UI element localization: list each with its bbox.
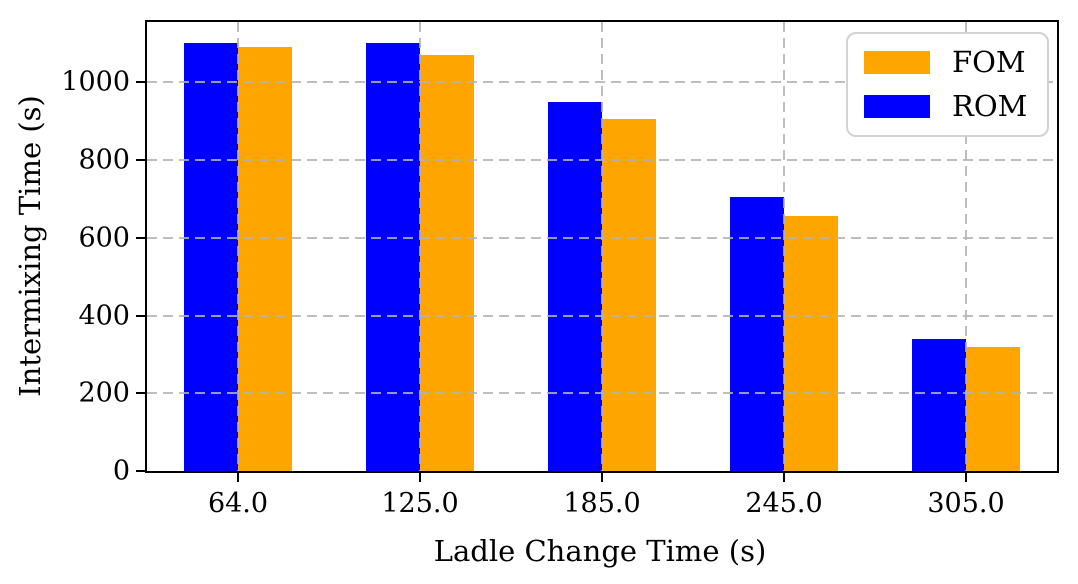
bar-fom-185.0 bbox=[602, 119, 656, 471]
y-tick-label-400: 400 bbox=[78, 300, 130, 331]
legend: FOM ROM bbox=[846, 32, 1050, 137]
y-tick-label-800: 800 bbox=[78, 144, 130, 176]
bar-fom-125.0 bbox=[420, 55, 474, 471]
bar-fom-64.0 bbox=[238, 47, 292, 471]
legend-entry-rom: ROM bbox=[864, 92, 1027, 121]
y-tick-mark-1000 bbox=[136, 81, 145, 84]
legend-swatch-fom bbox=[864, 51, 930, 74]
x-tick-mark-185.0 bbox=[601, 473, 603, 482]
legend-swatch-rom bbox=[864, 95, 930, 118]
y-tick-label-600: 600 bbox=[78, 222, 130, 254]
bar-rom-305.0 bbox=[912, 338, 966, 471]
bar-rom-245.0 bbox=[730, 196, 784, 471]
bar-rom-64.0 bbox=[184, 43, 238, 471]
bar-fom-305.0 bbox=[966, 346, 1020, 471]
x-tick-mark-64.0 bbox=[237, 473, 239, 482]
x-tick-label-125.0: 125.0 bbox=[381, 488, 459, 519]
y-tick-mark-0 bbox=[136, 470, 145, 472]
y-tick-label-200: 200 bbox=[78, 377, 130, 409]
legend-label-fom: FOM bbox=[952, 45, 1026, 79]
x-tick-mark-245.0 bbox=[783, 473, 785, 482]
y-tick-mark-400 bbox=[136, 314, 145, 317]
bar-rom-125.0 bbox=[366, 43, 420, 471]
x-tick-label-185.0: 185.0 bbox=[563, 488, 641, 519]
legend-label-rom: ROM bbox=[952, 89, 1028, 123]
x-tick-label-245.0: 245.0 bbox=[745, 488, 823, 519]
x-tick-label-64.0: 64.0 bbox=[207, 488, 269, 519]
bar-fom-245.0 bbox=[784, 216, 838, 471]
x-tick-mark-305.0 bbox=[965, 473, 967, 482]
x-axis-label: Ladle Change Time (s) bbox=[433, 534, 767, 568]
legend-entry-fom: FOM bbox=[864, 48, 1027, 77]
y-tick-mark-200 bbox=[136, 392, 145, 395]
y-tick-mark-800 bbox=[136, 159, 145, 161]
y-tick-label-1000: 1000 bbox=[61, 66, 130, 98]
y-tick-mark-600 bbox=[136, 236, 145, 239]
x-tick-mark-125.0 bbox=[419, 473, 421, 482]
y-tick-label-0: 0 bbox=[112, 455, 130, 487]
x-tick-label-305.0: 305.0 bbox=[927, 488, 1005, 519]
bar-rom-185.0 bbox=[548, 101, 602, 471]
